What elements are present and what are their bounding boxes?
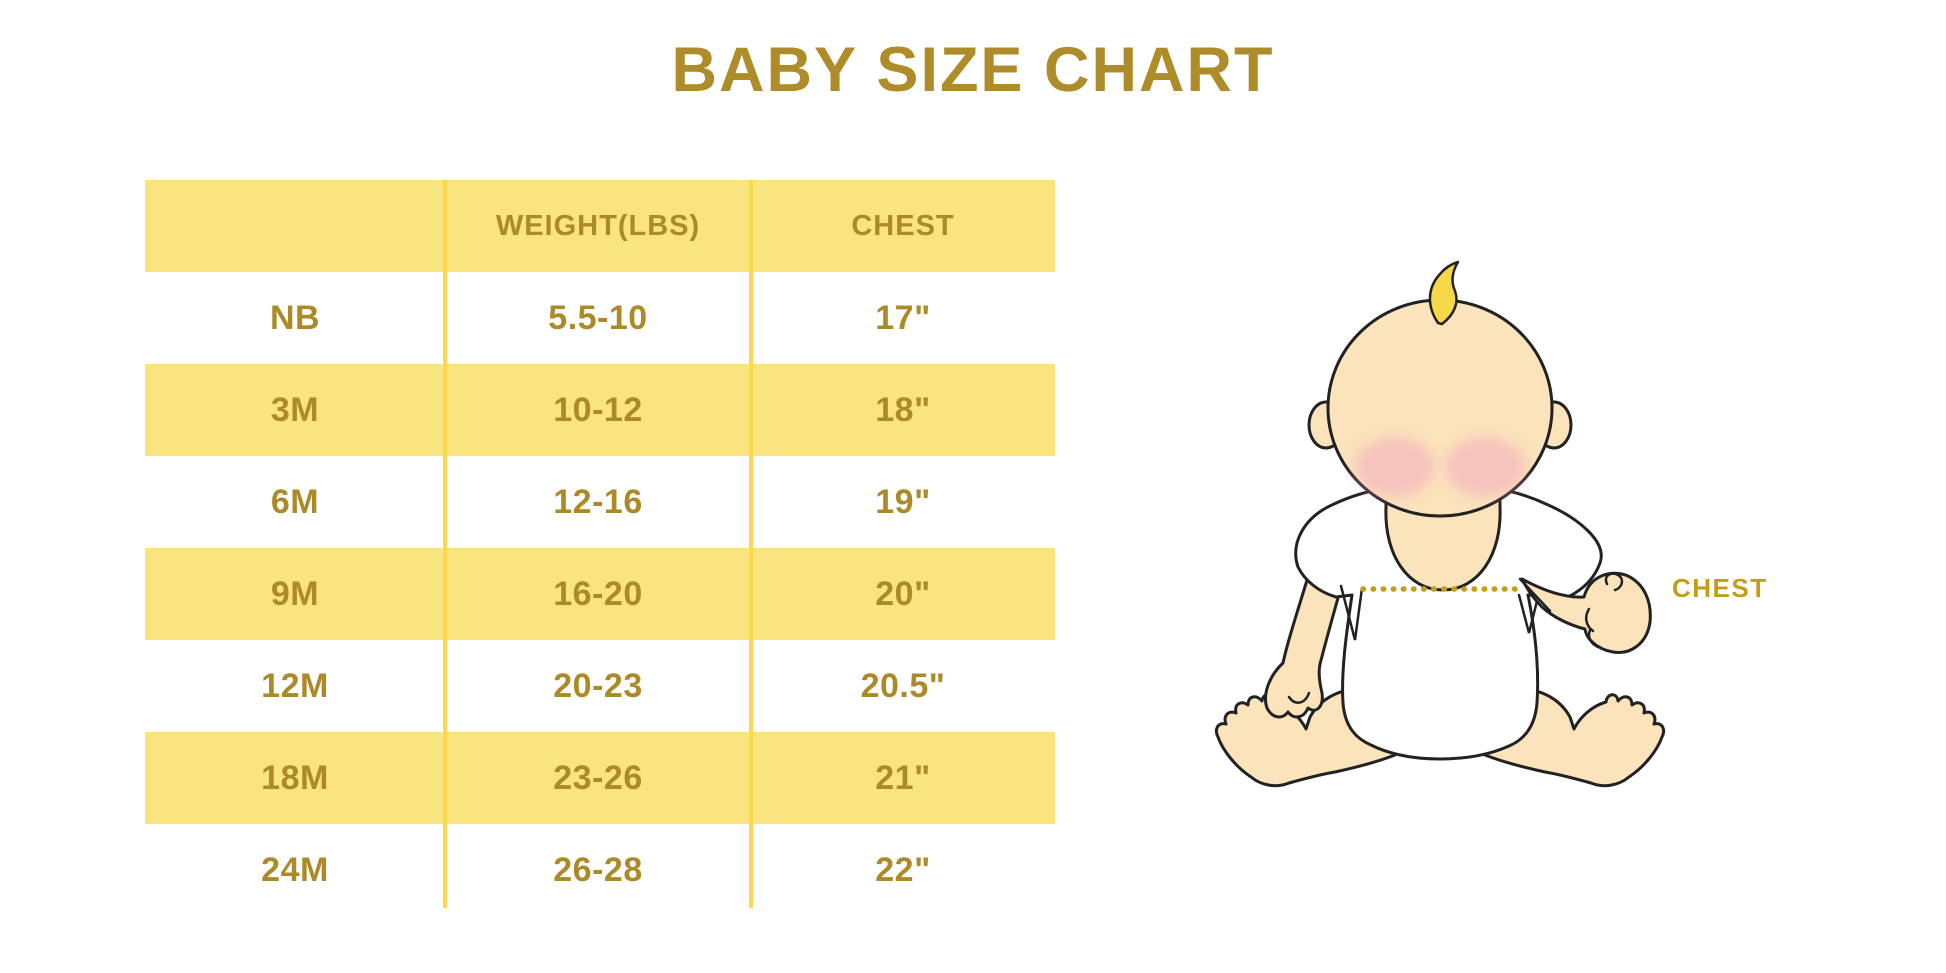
size-cell: 9M: [270, 574, 320, 613]
left-hand-crease: [1287, 691, 1311, 704]
knuckle-crease: [1584, 607, 1600, 649]
sitting-baby-illustration: CHEST: [1214, 260, 1768, 788]
thumb-crease: [1604, 572, 1624, 592]
header-cell-size: [145, 180, 445, 272]
table-row: 3M 10-12 18": [145, 364, 1055, 456]
weight-cell: 5.5-10: [548, 298, 648, 337]
chest-cell: 22": [875, 850, 931, 889]
table-row: 18M 23-26 21": [145, 732, 1055, 824]
weight-cell: 16-20: [553, 574, 643, 613]
baby-cheek-right: [1445, 437, 1525, 497]
table-header-row: WEIGHT(LBS) CHEST: [145, 180, 1055, 272]
baby-head: [1326, 298, 1554, 518]
baby-left-arm: [1264, 575, 1342, 719]
left-armpit-crease: [1339, 584, 1364, 641]
size-cell: 12M: [261, 666, 329, 705]
size-cell: 18M: [261, 758, 329, 797]
header-cell-weight: WEIGHT(LBS): [495, 209, 701, 242]
chest-cell: 18": [875, 390, 931, 429]
right-armpit-crease: [1517, 591, 1541, 634]
chest-cell: 17": [875, 298, 931, 337]
size-cell: 3M: [270, 390, 320, 429]
table-row: NB 5.5-10 17": [145, 272, 1055, 364]
weight-cell: 10-12: [553, 390, 643, 429]
table-row: 9M 16-20 20": [145, 548, 1055, 640]
baby-cheek-left: [1355, 437, 1435, 497]
weight-cell: 20-23: [553, 666, 643, 705]
page-title: BABY SIZE CHART: [671, 35, 1275, 105]
size-cell: 24M: [261, 850, 329, 889]
size-cell: 6M: [270, 482, 320, 521]
table-row: 24M 26-28 22": [145, 824, 1055, 916]
weight-cell: 26-28: [553, 850, 643, 889]
column-divider: [443, 180, 447, 908]
weight-cell: 12-16: [553, 482, 643, 521]
hair-curl-icon: [1428, 260, 1460, 326]
size-table: WEIGHT(LBS) CHEST NB 5.5-10 17" 3M 10-12…: [145, 180, 1055, 916]
header-cell-chest: CHEST: [851, 209, 955, 242]
sleeve-edge: [1518, 577, 1552, 613]
weight-cell: 23-26: [553, 758, 643, 797]
chest-cell: 20.5": [860, 666, 946, 705]
chest-label: CHEST: [1672, 573, 1768, 603]
chest-cell: 20": [875, 574, 931, 613]
column-divider: [749, 180, 753, 908]
chest-cell: 21": [875, 758, 931, 797]
table-row: 6M 12-16 19": [145, 456, 1055, 548]
chest-cell: 19": [875, 482, 931, 521]
size-cell: NB: [269, 298, 321, 337]
table-row: 12M 20-23 20.5": [145, 640, 1055, 732]
